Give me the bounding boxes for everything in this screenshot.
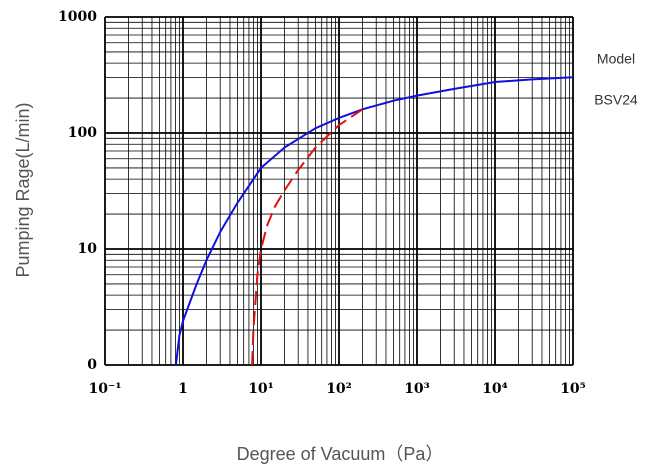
series-line	[251, 108, 364, 366]
x-tick-label: 10¹	[248, 381, 274, 397]
y-tick-label: 100	[68, 125, 97, 141]
series-line	[174, 76, 574, 366]
x-tick-label: 10²	[326, 381, 352, 397]
y-tick-label: 0	[87, 357, 97, 373]
y-tick-label: 1000	[58, 9, 97, 25]
x-tick-label: 10⁵	[560, 381, 586, 397]
annotation: Model	[597, 51, 635, 67]
x-tick-label: 10⁻¹	[88, 381, 121, 397]
y-axis-label: Pumping Rage(L/min)	[13, 102, 33, 277]
y-tick-label: 10	[78, 241, 98, 257]
annotation: BSV24	[594, 92, 638, 108]
x-tick-label: 10³	[404, 381, 430, 397]
x-tick-label: 1	[178, 381, 188, 397]
x-axis-label: Degree of Vacuum（Pa）	[237, 444, 444, 464]
x-tick-label: 10⁴	[482, 381, 508, 397]
